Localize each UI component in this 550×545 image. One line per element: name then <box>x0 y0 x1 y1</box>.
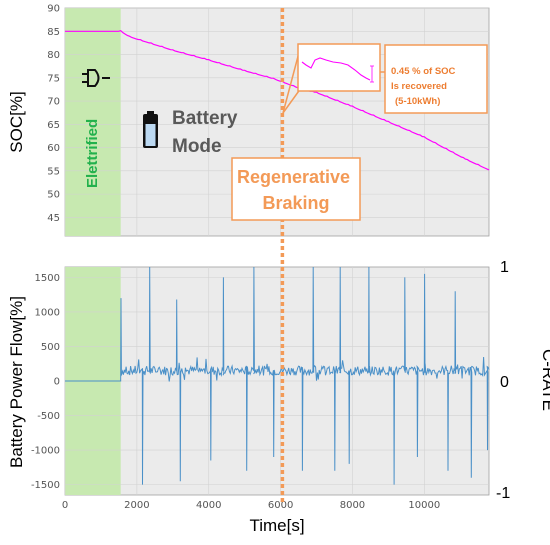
time-x-axis-label: Time[s] <box>249 516 304 535</box>
power-y-tick: 500 <box>41 342 60 353</box>
power-y-tick: 1500 <box>35 273 60 284</box>
battery-mode-label: Battery Mode <box>172 108 243 157</box>
zoom-callout: 0.45 % of SOC Is recovered (5-10kWh) <box>282 43 488 114</box>
battery-icon <box>143 111 158 148</box>
soc-y-tick-labels: 45 50 55 60 65 70 75 80 85 90 <box>47 4 60 224</box>
regen-label-box: Regenerative Braking <box>231 157 361 221</box>
time-x-tick: 6000 <box>268 500 293 511</box>
power-y-tick: -1500 <box>31 480 60 491</box>
electrified-label: Elettrified <box>84 119 101 188</box>
soc-recovered-box <box>384 44 488 114</box>
time-x-tick: 4000 <box>196 500 221 511</box>
time-x-tick: 10000 <box>408 500 440 511</box>
power-y-tick-labels: -1500 -1000 -500 0 500 1000 1500 <box>31 273 60 491</box>
c-rate-tick-top: 1 <box>500 259 509 276</box>
soc-y-tick: 90 <box>47 4 60 15</box>
soc-y-tick: 55 <box>47 166 60 177</box>
soc-gridlines <box>64 7 489 236</box>
c-rate-tick-bottom: -1 <box>496 485 510 502</box>
soc-y-tick: 65 <box>47 120 60 131</box>
c-rate-axis-label: C-RATE <box>539 349 550 411</box>
soc-y-tick: 45 <box>47 213 60 224</box>
power-series-line <box>65 266 490 485</box>
power-y-tick: 1000 <box>35 307 60 318</box>
soc-y-axis-label: SOC[%] <box>7 91 26 152</box>
electrified-region <box>65 8 121 236</box>
power-y-tick: 0 <box>54 377 60 388</box>
power-y-tick: -1000 <box>31 446 60 457</box>
c-rate-tick-mid: 0 <box>500 374 509 391</box>
time-x-tick-labels: 0 2000 4000 6000 8000 10000 <box>62 500 440 511</box>
power-y-axis-label: Battery Power Flow[%] <box>7 296 26 468</box>
power-y-tick: -500 <box>37 411 60 422</box>
regen-label: Regenerative Braking <box>237 167 355 213</box>
plug-icon <box>82 69 110 87</box>
time-x-tick: 0 <box>62 500 68 511</box>
time-x-tick: 2000 <box>124 500 149 511</box>
power-panel: -1500 -1000 -500 0 500 1000 1500 0 2000 4000 6000… <box>7 259 550 535</box>
soc-y-tick: 70 <box>47 97 60 108</box>
soc-y-tick: 75 <box>47 73 60 84</box>
soc-y-tick: 60 <box>47 143 60 154</box>
soc-recovered-text: 0.45 % of SOC Is recovered (5-10kWh) <box>391 66 458 107</box>
time-x-tick: 8000 <box>340 500 365 511</box>
soc-y-tick: 80 <box>47 50 60 61</box>
soc-y-tick: 85 <box>47 27 60 38</box>
zoom-inset-curve <box>301 57 371 81</box>
soc-y-tick: 50 <box>47 190 60 201</box>
soc-series-line <box>65 30 490 171</box>
